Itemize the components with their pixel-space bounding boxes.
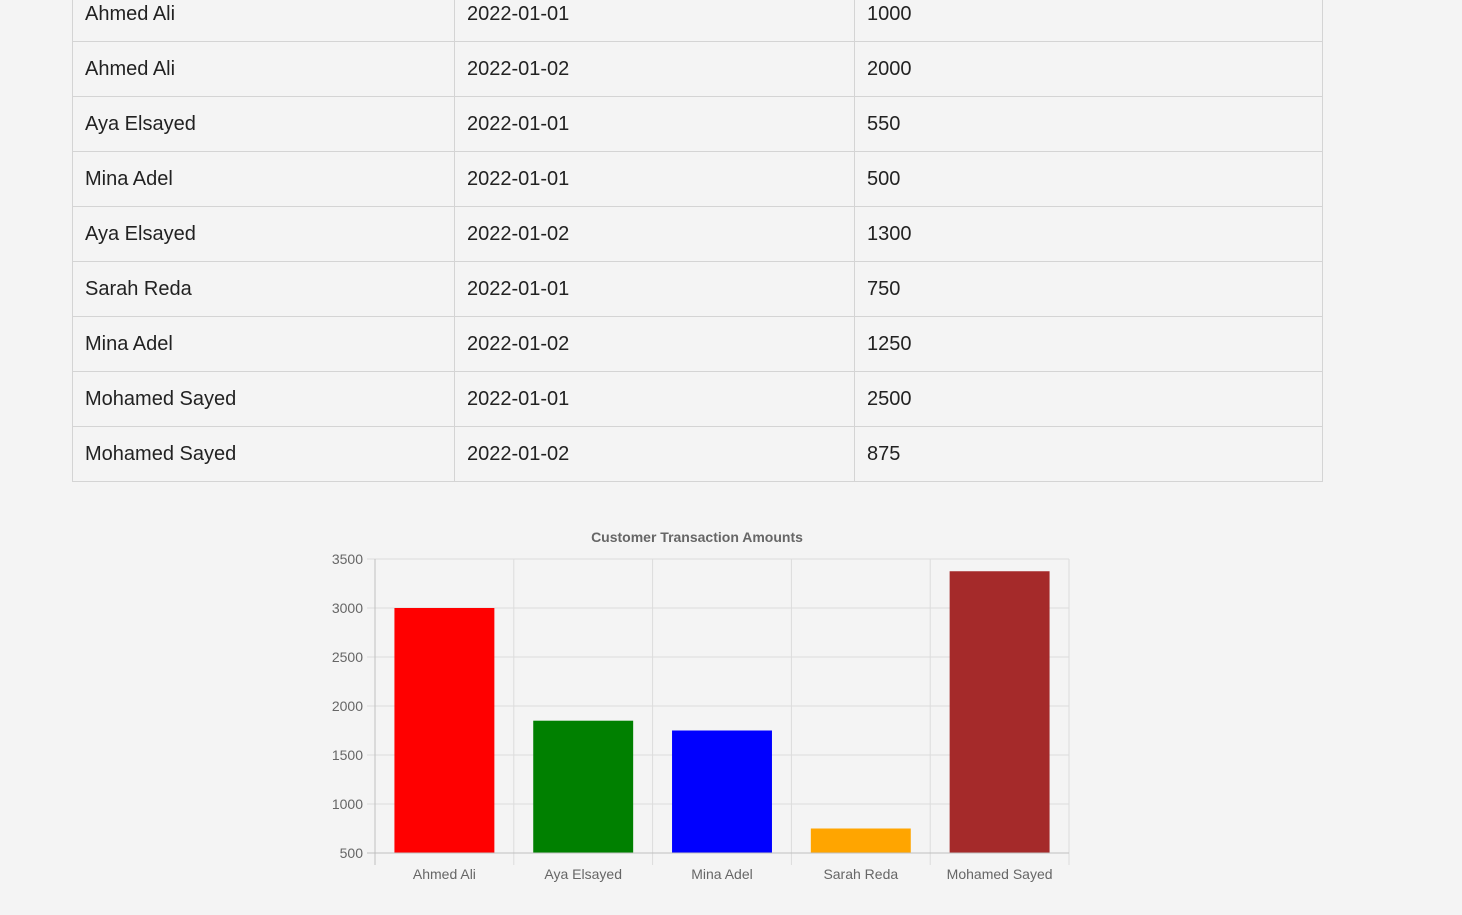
bar — [533, 720, 634, 853]
transaction-date-cell: 2022-01-01 — [454, 0, 855, 42]
x-tick-label: Mohamed Sayed — [947, 866, 1053, 882]
transaction-amount-cell: 875 — [854, 426, 1323, 482]
y-tick-label: 2500 — [332, 649, 363, 665]
transaction-amount-cell: 2500 — [854, 371, 1323, 427]
transaction-amount-cell: 1000 — [854, 0, 1323, 42]
table-row: Aya Elsayed 2022-01-02 1300 — [72, 206, 1323, 262]
table-row: Mohamed Sayed 2022-01-01 2500 — [72, 371, 1323, 427]
x-tick-label: Sarah Reda — [823, 866, 898, 882]
chart-axes — [367, 559, 1069, 865]
customer-name-cell: Aya Elsayed — [72, 206, 455, 262]
y-tick-label: 500 — [340, 845, 364, 861]
customer-name-cell: Aya Elsayed — [72, 96, 455, 152]
y-tick-label: 1000 — [332, 796, 363, 812]
chart-labels: 3500 3000 2500 2000 1500 1000 500 Ahmed Ali Aya … — [332, 551, 1053, 882]
transaction-date-cell: 2022-01-01 — [454, 371, 855, 427]
bar-chart-svg: Customer Transaction Amounts 3500 3000 250… — [332, 529, 1070, 882]
customer-name-cell: Ahmed Ali — [72, 0, 455, 42]
chart-title: Customer Transaction Amounts — [591, 529, 803, 545]
transaction-date-cell: 2022-01-02 — [454, 41, 855, 97]
table-row: Sarah Reda 2022-01-01 750 — [72, 261, 1323, 317]
transaction-date-cell: 2022-01-02 — [454, 316, 855, 372]
transaction-date-cell: 2022-01-01 — [454, 261, 855, 317]
bar — [810, 828, 911, 853]
transaction-amount-cell: 550 — [854, 96, 1323, 152]
y-tick-label: 1500 — [332, 747, 363, 763]
transaction-amount-cell: 2000 — [854, 41, 1323, 97]
transaction-amount-cell: 1300 — [854, 206, 1323, 262]
table-row: Ahmed Ali 2022-01-02 2000 — [72, 41, 1323, 97]
customer-name-cell: Ahmed Ali — [72, 41, 455, 97]
customer-name-cell: Mina Adel — [72, 316, 455, 372]
bar-chart: Customer Transaction Amounts 3500 3000 250… — [300, 520, 1100, 900]
x-tick-label: Aya Elsayed — [544, 866, 622, 882]
table-row: Aya Elsayed 2022-01-01 550 — [72, 96, 1323, 152]
bar — [394, 608, 495, 853]
y-tick-label: 3500 — [332, 551, 363, 567]
transactions-table: Ahmed Ali 2022-01-01 1000 Ahmed Ali 2022… — [72, 0, 1323, 482]
y-tick-label: 3000 — [332, 600, 363, 616]
x-tick-label: Mina Adel — [691, 866, 752, 882]
transaction-amount-cell: 1250 — [854, 316, 1323, 372]
chart-bars — [394, 571, 1050, 853]
x-tick-label: Ahmed Ali — [413, 866, 476, 882]
transaction-date-cell: 2022-01-02 — [454, 206, 855, 262]
table-row: Ahmed Ali 2022-01-01 1000 — [72, 0, 1323, 42]
bar — [949, 571, 1050, 853]
transaction-amount-cell: 500 — [854, 151, 1323, 207]
customer-name-cell: Mohamed Sayed — [72, 426, 455, 482]
customer-name-cell: Sarah Reda — [72, 261, 455, 317]
table-row: Mina Adel 2022-01-02 1250 — [72, 316, 1323, 372]
table-row: Mina Adel 2022-01-01 500 — [72, 151, 1323, 207]
table-row: Mohamed Sayed 2022-01-02 875 — [72, 426, 1323, 482]
customer-name-cell: Mina Adel — [72, 151, 455, 207]
y-tick-label: 2000 — [332, 698, 363, 714]
transaction-date-cell: 2022-01-02 — [454, 426, 855, 482]
customer-name-cell: Mohamed Sayed — [72, 371, 455, 427]
transaction-amount-cell: 750 — [854, 261, 1323, 317]
transaction-date-cell: 2022-01-01 — [454, 96, 855, 152]
bar — [672, 730, 772, 853]
transaction-date-cell: 2022-01-01 — [454, 151, 855, 207]
